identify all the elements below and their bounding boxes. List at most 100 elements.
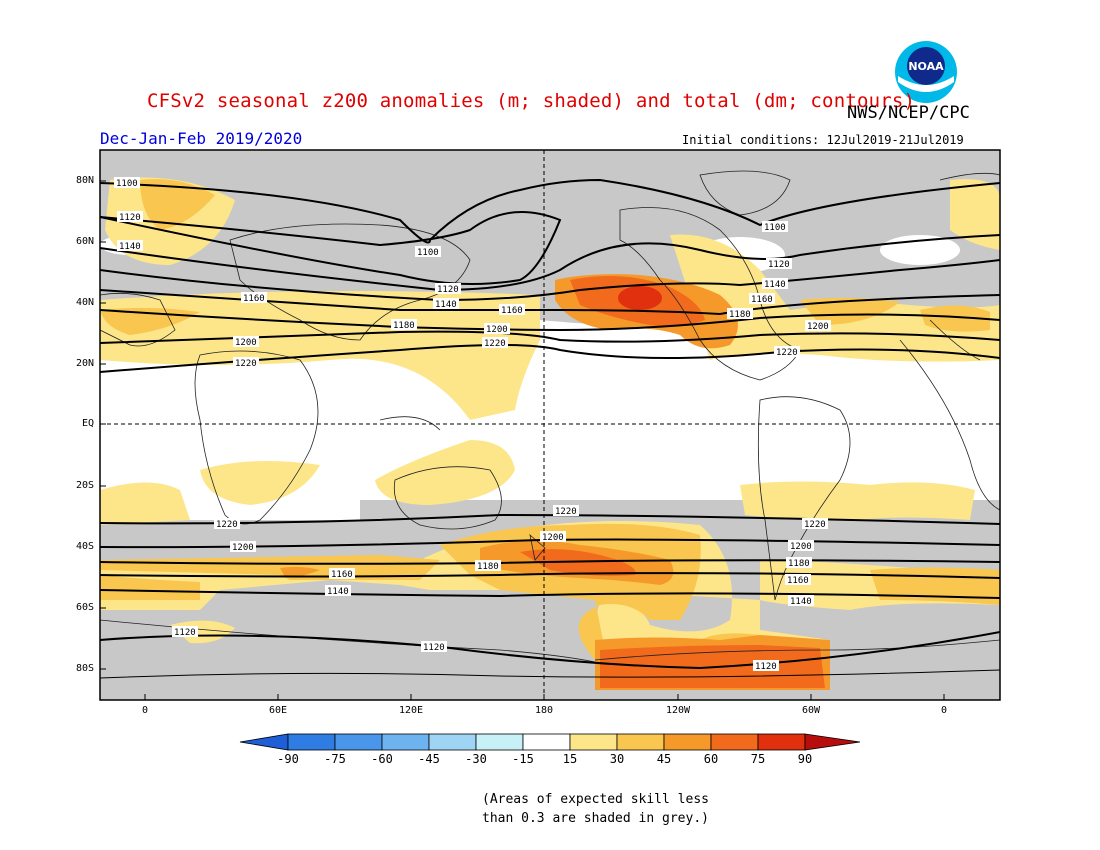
colorbar-segment [381,733,430,751]
contour-label-1200: 1200 [230,541,256,553]
lat-label-40n: 40N [75,297,94,308]
colorbar-segment [616,733,665,751]
contour-label-1160: 1160 [499,304,525,316]
lat-label-20n: 20N [75,358,94,369]
contour-label-1120: 1120 [117,211,143,223]
lon-label-120w: 120W [665,705,691,716]
svg-text:1140: 1140 [764,280,786,290]
colorbar-tick: 60 [703,752,719,766]
map-frame [99,149,1001,701]
svg-text:1120: 1120 [768,260,790,270]
svg-text:1100: 1100 [116,179,138,189]
colorbar-segment [475,733,524,751]
contour-label-1200: 1200 [484,323,510,335]
colorbar-segment [804,733,861,751]
lon-label-180: 180 [534,705,554,716]
svg-text:1200: 1200 [235,338,257,348]
colorbar-tick: -90 [277,752,299,766]
colorbar-tick: -15 [512,752,534,766]
contour-label-1220: 1220 [802,518,828,530]
svg-text:1100: 1100 [764,223,786,233]
svg-text:1200: 1200 [486,325,508,335]
svg-text:1160: 1160 [501,306,523,316]
colorbar-tick: 90 [797,752,813,766]
lat-label-80s: 80S [75,663,94,674]
colorbar [239,733,861,751]
contour-label-1220: 1220 [482,337,508,349]
colorbar-segment [757,733,806,751]
svg-text:1120: 1120 [755,662,777,672]
contour-label-1120: 1120 [421,641,447,653]
svg-text:1100: 1100 [417,248,439,258]
contour-label-1160: 1160 [241,292,267,304]
svg-text:1160: 1160 [331,570,353,580]
colorbar-segment [569,733,618,751]
svg-text:1140: 1140 [119,242,141,252]
colorbar-segment [287,733,336,751]
contour-label-1100: 1100 [415,246,441,258]
contour-label-1120: 1120 [766,258,792,270]
contour-label-1140: 1140 [788,595,814,607]
svg-text:1140: 1140 [790,597,812,607]
colorbar-tick: 30 [609,752,625,766]
svg-text:1120: 1120 [119,213,141,223]
colorbar-tick: 15 [562,752,578,766]
initial-conditions-label: Initial conditions: 12Jul2019-21Jul2019 [682,133,964,147]
thin-contour [100,669,1000,679]
svg-text:1200: 1200 [790,542,812,552]
lat-label-40s: 40S [75,541,94,552]
contour-label-1220: 1220 [214,518,240,530]
svg-text:1200: 1200 [807,322,829,332]
lon-label-60e: 60E [268,705,288,716]
contour-label-1220: 1220 [553,505,579,517]
lon-label-0-east: 0 [940,705,948,716]
lat-label-60n: 60N [75,236,94,247]
axis-ticks [100,180,945,700]
contour-label-1140: 1140 [325,585,351,597]
lat-label-20s: 20S [75,480,94,491]
season-label: Dec-Jan-Feb 2019/2020 [100,129,303,148]
noaa-logo-text: NOAA [908,60,944,73]
contour-label-1220: 1220 [233,357,259,369]
colorbar-tick: -75 [324,752,346,766]
chart-title: CFSv2 seasonal z200 anomalies (m; shaded… [147,90,916,112]
colorbar-tick: -45 [418,752,440,766]
svg-text:1220: 1220 [484,339,506,349]
svg-text:1220: 1220 [804,520,826,530]
contour-label-1200: 1200 [788,540,814,552]
svg-text:1140: 1140 [327,587,349,597]
colorbar-segment [710,733,759,751]
contour-label-1180: 1180 [391,319,417,331]
lon-label-60w: 60W [801,705,821,716]
svg-text:1160: 1160 [751,295,773,305]
anomaly-75-90-areas [618,286,662,310]
contour-labels: 1100 1120 1140 1100 1100 1120 1120 1140 … [114,177,831,672]
colorbar-segment [334,733,383,751]
agency-label: NWS/NCEP/CPC [847,103,970,123]
colorbar-tick: 45 [656,752,672,766]
svg-text:1160: 1160 [787,576,809,586]
colorbar-tick: -30 [465,752,487,766]
map-plot: 1100 1120 1140 1100 1100 1120 1120 1140 … [99,149,1001,701]
contour-label-1180: 1180 [786,557,812,569]
svg-text:1120: 1120 [423,643,445,653]
lat-label-60s: 60S [75,602,94,613]
colorbar-tick: -60 [371,752,393,766]
contour-label-1160: 1160 [329,568,355,580]
svg-text:1220: 1220 [776,348,798,358]
contour-label-1120: 1120 [435,283,461,295]
contour-label-1120: 1120 [753,660,779,672]
contour-label-1180: 1180 [727,308,753,320]
lat-label-80n: 80N [75,175,94,186]
noaa-logo: NOAA [895,41,957,103]
svg-text:1160: 1160 [243,294,265,304]
contour-label-1200: 1200 [540,531,566,543]
lat-label-eq: EQ [81,418,94,429]
svg-text:1220: 1220 [216,520,238,530]
contour-label-1140: 1140 [117,240,143,252]
contour-label-1100: 1100 [114,177,140,189]
colorbar-segment [663,733,712,751]
contour-label-1100: 1100 [762,221,788,233]
lon-label-0: 0 [141,705,149,716]
svg-text:1180: 1180 [729,310,751,320]
